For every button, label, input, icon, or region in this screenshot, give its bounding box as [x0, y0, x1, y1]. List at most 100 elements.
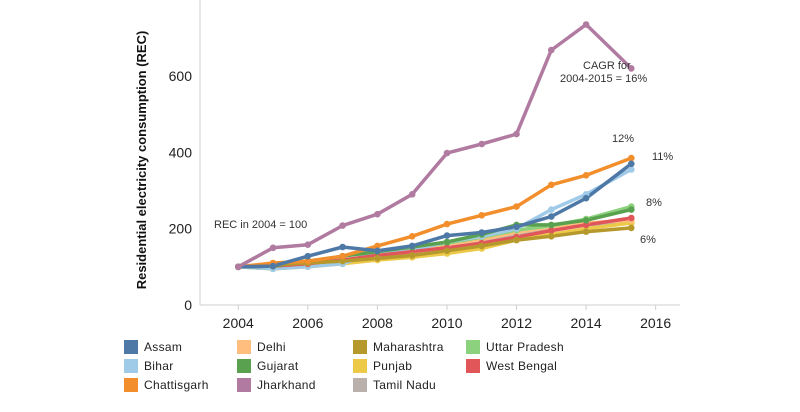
- data-point-bihar: [628, 166, 635, 173]
- data-point-jharkhand: [339, 222, 346, 229]
- data-point-assam: [628, 160, 635, 168]
- legend-swatch: [353, 378, 367, 392]
- data-point-jharkhand: [478, 140, 486, 148]
- data-point-gujarat: [443, 238, 451, 246]
- data-point-gujarat: [582, 217, 590, 224]
- series-line-chattisgarh: [236, 156, 634, 269]
- annotation-cagr-line2: 2004-2015 = 16%: [560, 73, 647, 85]
- data-point-assam: [582, 194, 590, 202]
- legend-swatch: [237, 378, 251, 392]
- data-point-maharashtra: [628, 224, 635, 232]
- legend-item-delhi: Delhi: [237, 340, 286, 354]
- data-point-chattisgarh: [582, 172, 590, 179]
- data-point-west-bengal: [548, 227, 555, 234]
- legend-swatch: [124, 340, 138, 354]
- x-tick-label: 2006: [292, 315, 323, 331]
- series-line-assam: [236, 162, 634, 269]
- legend-swatch: [466, 340, 480, 354]
- x-tick-label: 2014: [571, 315, 602, 331]
- data-point-jharkhand: [548, 46, 555, 54]
- data-point-maharashtra: [513, 236, 520, 244]
- series-line-jharkhand: [236, 22, 634, 269]
- annotation-rec-2004: REC in 2004 = 100: [214, 219, 307, 231]
- data-point-west-bengal: [582, 221, 590, 229]
- legend-swatch: [353, 340, 367, 354]
- series-points: [235, 21, 635, 273]
- data-point-jharkhand: [628, 65, 635, 72]
- legend-label: Bihar: [144, 359, 174, 373]
- legend-label: Maharashtra: [373, 340, 444, 354]
- legend-item-punjab: Punjab: [353, 359, 412, 373]
- x-tick-label: 2012: [501, 315, 532, 331]
- annotations: REC in 2004 = 100 CAGR for 2004-2015 = 1…: [214, 60, 673, 246]
- legend-label: Uttar Pradesh: [486, 340, 564, 354]
- data-point-assam: [548, 213, 555, 220]
- legend-item-chattisgarh: Chattisgarh: [124, 378, 209, 392]
- data-point-assam: [374, 247, 381, 255]
- y-axis-title: Residential electricity consumption (REC…: [134, 31, 149, 290]
- legend-item-west-bengal: West Bengal: [466, 359, 557, 373]
- x-tick-label: 2010: [431, 315, 462, 331]
- annotation-8pct: 8%: [646, 197, 662, 209]
- data-point-assam: [269, 262, 277, 270]
- legend-swatch: [124, 378, 138, 392]
- legend-item-maharashtra: Maharashtra: [353, 340, 444, 354]
- annotation-11pct: 11%: [652, 151, 673, 163]
- axes: [199, 0, 680, 306]
- legend-swatch: [124, 359, 138, 373]
- data-point-chattisgarh: [408, 233, 416, 240]
- data-point-assam: [513, 223, 520, 231]
- legend-item-tamil-nadu: Tamil Nadu: [353, 378, 436, 392]
- data-point-jharkhand: [235, 263, 242, 271]
- legend-item-uttar-pradesh: Uttar Pradesh: [466, 340, 564, 354]
- legend-item-assam: Assam: [124, 340, 182, 354]
- legend-swatch: [237, 359, 251, 373]
- data-point-maharashtra: [582, 228, 590, 235]
- data-point-jharkhand: [374, 210, 381, 218]
- legend-label: Tamil Nadu: [373, 378, 437, 392]
- data-point-jharkhand: [443, 149, 451, 157]
- data-point-assam: [478, 229, 486, 236]
- data-point-jharkhand: [304, 241, 312, 248]
- x-tick-label: 2004: [223, 315, 254, 331]
- data-point-jharkhand: [513, 130, 520, 138]
- legend-label: Delhi: [257, 340, 286, 354]
- y-tick-label: 400: [169, 144, 193, 160]
- data-point-gujarat: [548, 221, 555, 229]
- data-point-jharkhand: [582, 21, 590, 28]
- data-point-maharashtra: [339, 257, 346, 265]
- data-point-chattisgarh: [443, 220, 451, 228]
- legend-item-bihar: Bihar: [124, 359, 174, 373]
- data-point-maharashtra: [478, 242, 486, 250]
- data-point-maharashtra: [443, 247, 451, 255]
- x-tick-label: 2016: [640, 315, 671, 331]
- data-point-chattisgarh: [513, 203, 520, 210]
- legend-label: West Bengal: [486, 359, 558, 373]
- data-point-assam: [443, 232, 451, 239]
- annotation-6pct: 6%: [640, 234, 656, 246]
- y-tick-label: 600: [169, 68, 193, 84]
- data-point-maharashtra: [408, 252, 416, 259]
- data-point-assam: [408, 242, 416, 250]
- data-point-gujarat: [628, 206, 635, 213]
- legend-label: Punjab: [373, 359, 413, 373]
- y-tick-label: 0: [184, 297, 192, 313]
- data-point-west-bengal: [628, 214, 635, 222]
- data-point-maharashtra: [374, 255, 381, 262]
- x-tick-label: 2008: [362, 315, 393, 331]
- legend-swatch: [466, 359, 480, 373]
- data-point-chattisgarh: [339, 252, 346, 260]
- legend-item-gujarat: Gujarat: [237, 359, 298, 373]
- data-point-chattisgarh: [478, 212, 486, 219]
- data-point-assam: [339, 243, 346, 251]
- data-point-assam: [304, 252, 312, 260]
- data-point-chattisgarh: [628, 154, 635, 162]
- legend-label: Chattisgarh: [144, 378, 209, 392]
- legend-swatch: [237, 340, 251, 354]
- legend-swatch: [353, 359, 367, 373]
- data-point-bihar: [548, 206, 555, 213]
- series-line-maharashtra: [236, 226, 634, 269]
- data-point-chattisgarh: [374, 242, 381, 250]
